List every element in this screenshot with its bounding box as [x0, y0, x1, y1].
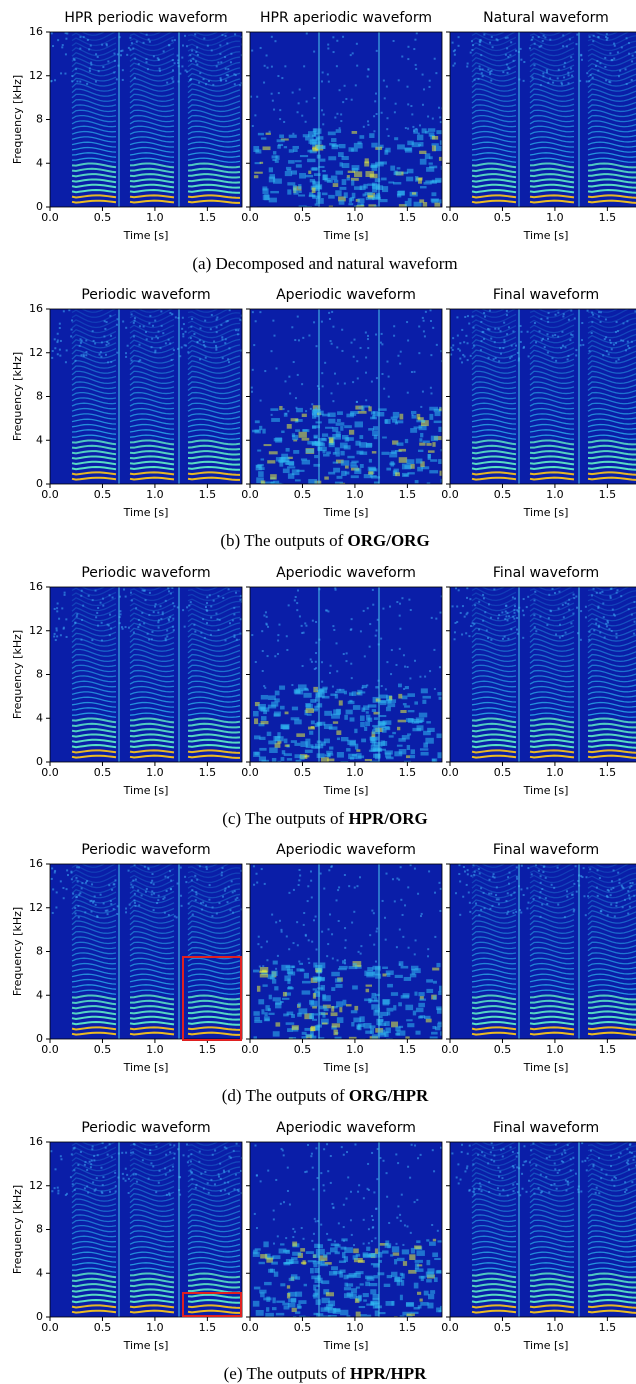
- highlight-box: [183, 1293, 241, 1316]
- highlight-box: [183, 957, 241, 1040]
